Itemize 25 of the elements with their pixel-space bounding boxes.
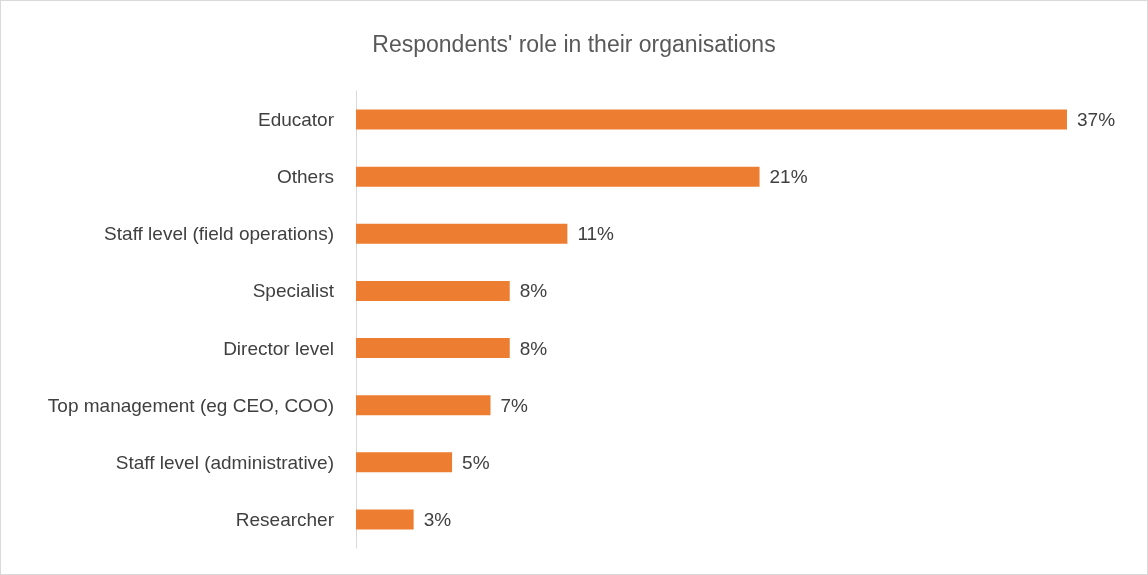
data-label: 11% [577, 223, 615, 245]
y-tick-label: Director level [223, 337, 334, 359]
y-tick-label: Others [276, 166, 334, 188]
y-tick-label: Staff level (field operations) [104, 223, 334, 245]
bar [356, 223, 568, 244]
bar [356, 166, 760, 187]
data-label: 21% [769, 166, 808, 188]
bar [356, 509, 414, 530]
data-label: 7% [500, 394, 529, 416]
bar [356, 338, 510, 359]
data-label: 8% [519, 280, 548, 302]
bar [356, 452, 453, 473]
data-label: 3% [423, 508, 452, 530]
y-tick-label: Educator [257, 109, 335, 131]
data-label: 5% [462, 451, 490, 473]
bar [356, 280, 510, 301]
bar [356, 109, 1067, 130]
y-tick-label: Specialist [252, 280, 335, 302]
y-tick-label: Staff level (administrative) [115, 451, 334, 473]
chart-title: Respondents' role in their organisations [372, 30, 776, 57]
bar [356, 395, 491, 416]
data-label: 8% [519, 337, 548, 359]
y-tick-label: Researcher [235, 508, 335, 530]
data-label: 37% [1077, 109, 1116, 131]
y-tick-label: Top management (eg CEO, COO) [47, 394, 334, 416]
